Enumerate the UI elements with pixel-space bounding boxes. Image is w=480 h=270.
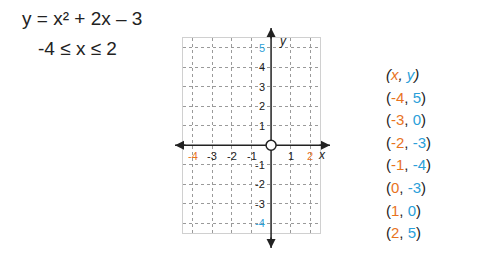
svg-text:-3: -3 [207, 150, 217, 162]
svg-text:-4: -4 [188, 150, 198, 162]
svg-text:5: 5 [259, 42, 265, 54]
html-text:-4 ≤ x ≤ 2: -4 ≤ x ≤ 2 [38, 38, 117, 59]
svg-text:x: x [318, 148, 326, 162]
html-text:(-2, -3): (-2, -3) [386, 133, 431, 151]
svg-text:-3: -3 [255, 198, 265, 210]
html-text:(0, -3): (0, -3) [386, 179, 426, 196]
svg-text:-1: -1 [255, 159, 265, 171]
svg-text:1: 1 [288, 150, 294, 162]
svg-text:-1: -1 [247, 150, 257, 162]
svg-text:1: 1 [259, 120, 265, 132]
svg-text:-2: -2 [227, 150, 237, 162]
svg-text:-4: -4 [255, 217, 265, 229]
svg-text:-2: -2 [255, 178, 265, 190]
svg-text:3: 3 [259, 81, 265, 93]
html-text:(1, 0): (1, 0) [386, 201, 421, 219]
html-text:(-1, -4): (-1, -4) [386, 156, 431, 174]
html-text:(2, 5): (2, 5) [386, 224, 421, 242]
html-text:y = x² + 2x – 3: y = x² + 2x – 3 [22, 8, 143, 29]
html-text:(x, y): (x, y) [386, 66, 420, 83]
svg-text:y: y [279, 34, 287, 48]
html-text:(-3, 0): (-3, 0) [386, 111, 426, 129]
svg-text:2: 2 [307, 150, 313, 162]
svg-text:2: 2 [259, 100, 265, 112]
svg-text:4: 4 [259, 61, 265, 73]
html-text:(-4, 5): (-4, 5) [386, 88, 426, 106]
